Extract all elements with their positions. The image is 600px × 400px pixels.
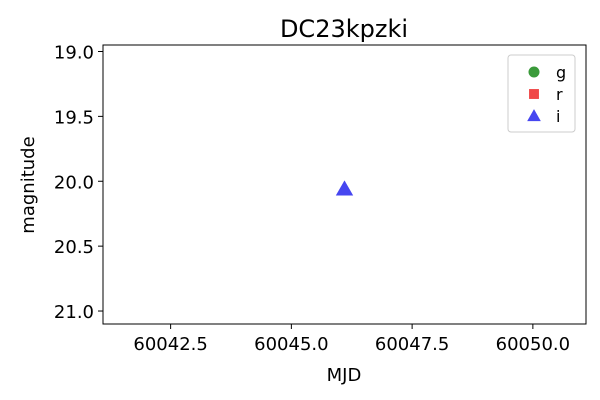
legend-label-r: r [556,85,563,104]
y-tick-label: 19.0 [54,42,94,63]
legend-label-i: i [556,107,560,126]
x-tick-label: 60045.0 [254,334,328,355]
y-tick-label: 19.5 [54,107,94,128]
y-axis: 19.0 19.5 20.0 20.5 21.0 [54,42,103,323]
y-axis-label: magnitude [18,136,39,233]
legend-items: gri [527,63,566,126]
y-tick-label: 20.5 [54,237,94,258]
data-point-i [335,180,354,196]
y-tick-label: 21.0 [54,302,94,323]
legend-marker-r [529,89,539,99]
legend-frame [507,54,576,133]
y-tick-label: 20.0 [54,172,94,193]
data-points [335,180,354,196]
x-tick-label: 60042.5 [133,334,207,355]
x-tick-label: 60050.0 [496,334,570,355]
x-axis: 60042.5 60045.0 60047.5 60050.0 [133,324,570,355]
legend-marker-g [528,66,540,78]
legend-label-g: g [556,63,566,82]
x-axis-label: MJD [327,365,362,386]
chart-title: DC23kpzki [280,15,408,43]
legend: gri [507,54,576,133]
legend-marker-i [527,109,541,122]
x-tick-label: 60047.5 [375,334,449,355]
